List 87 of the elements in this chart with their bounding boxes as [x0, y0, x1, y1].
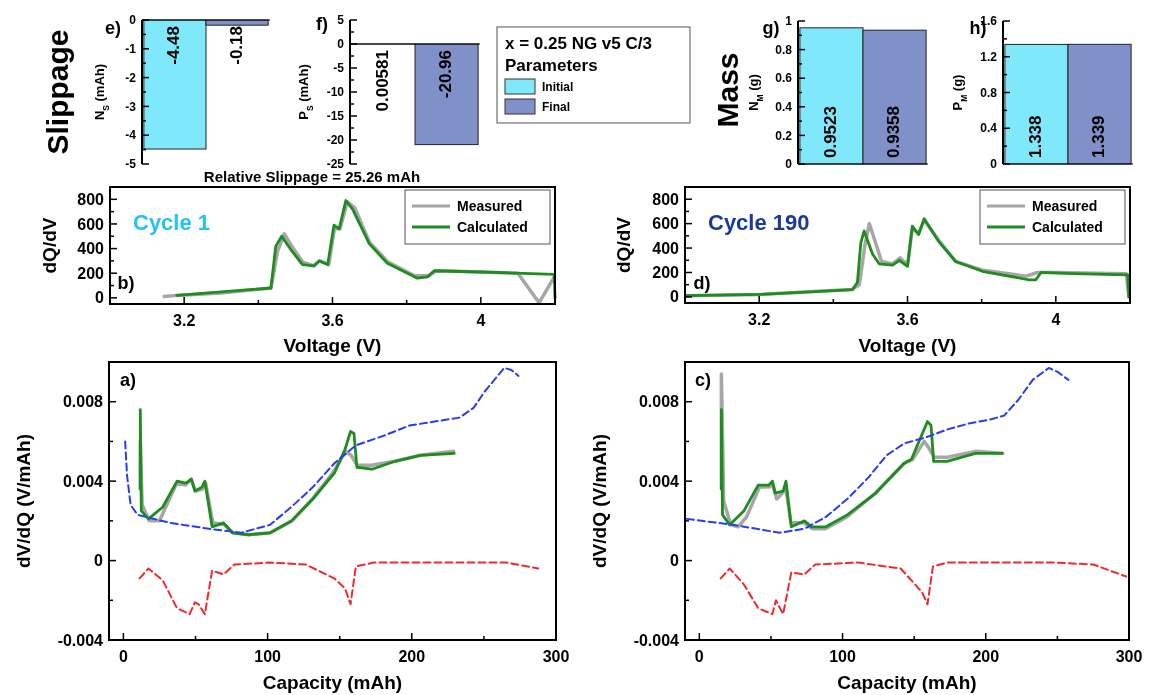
- y-tick-label: -10: [326, 85, 345, 100]
- y-tick-label: 600: [652, 215, 680, 233]
- y-tick-label: 0.8: [980, 85, 998, 100]
- data-label: 0.9523: [820, 106, 840, 158]
- text: Parameters: [505, 56, 598, 75]
- y-tick-label: 0.008: [638, 393, 680, 411]
- x-tick-label: 300: [1115, 648, 1143, 665]
- y-tick-label: 600: [77, 215, 105, 233]
- legend-label: Measured: [457, 197, 523, 214]
- y-axis-title: dQ/dV: [613, 216, 634, 273]
- x-tick-label: 4: [476, 312, 486, 329]
- y-tick-label: 0.4: [980, 121, 998, 136]
- y-tick-label: 800: [652, 190, 680, 208]
- y-tick-label: 0: [95, 289, 105, 307]
- y-tick-label: -1: [125, 42, 137, 56]
- y-tick-label: 0.008: [62, 393, 104, 411]
- x-tick-label: 300: [542, 648, 570, 665]
- y-tick-label: 0.004: [62, 472, 104, 490]
- y-tick-label: 0: [337, 37, 345, 52]
- data-label: 0.9358: [884, 106, 904, 158]
- y-tick-label: 0.004: [638, 472, 680, 490]
- y-tick-label: 1.2: [980, 49, 998, 64]
- x-axis-title: Capacity (mAh): [262, 672, 403, 693]
- y-axis-title: dV/dQ (V/mAh): [13, 433, 34, 569]
- x-tick-label: 100: [254, 648, 282, 665]
- y-tick-label: 400: [77, 240, 105, 258]
- annotation: c): [694, 370, 712, 390]
- y-tick-label: 0.8: [775, 42, 793, 57]
- annotation: Cycle 190: [708, 210, 810, 235]
- y-tick-label: 200: [652, 264, 680, 282]
- y-axis-title: dV/dQ (V/mAh): [589, 433, 610, 569]
- legend-label: Calculated: [1032, 218, 1103, 235]
- y-tick-label: -2: [125, 70, 137, 85]
- annotation: Cycle 1: [133, 210, 211, 235]
- x-tick-label: 3.2: [748, 311, 771, 328]
- x-tick-label: 4: [1051, 311, 1061, 328]
- legend-label: Initial: [542, 80, 574, 95]
- y-tick-label: 0: [129, 13, 137, 28]
- y-tick-label: 400: [652, 239, 680, 257]
- text: Slippage: [40, 29, 74, 155]
- y-axis-title: dQ/dV: [39, 217, 60, 274]
- text: Mass: [710, 52, 744, 128]
- legend-label: Final: [542, 100, 571, 115]
- data-label: -4.48: [164, 26, 184, 65]
- text: f): [316, 14, 328, 34]
- text: g): [762, 18, 780, 38]
- y-tick-label: 0: [670, 288, 680, 306]
- legend-label: Measured: [1032, 197, 1098, 214]
- y-tick-label: 0.4: [775, 100, 793, 114]
- x-tick-label: 200: [398, 648, 426, 665]
- y-tick-label: -20: [326, 133, 345, 148]
- data-label: 1.339: [1089, 115, 1109, 158]
- legend-label: Calculated: [457, 218, 528, 235]
- y-tick-label: 5: [337, 13, 345, 28]
- annotation: a): [119, 370, 137, 390]
- x-axis-title: Voltage (V): [283, 335, 382, 356]
- text: e): [104, 18, 122, 38]
- x-tick-label: 3.2: [173, 312, 196, 329]
- y-tick-label: 800: [77, 190, 105, 208]
- y-tick-label: 200: [77, 264, 105, 282]
- y-tick-label: 0.2: [775, 128, 793, 143]
- y-tick-label: -0.004: [633, 631, 680, 649]
- data-label: -0.18: [226, 26, 246, 65]
- y-tick-label: 0: [670, 552, 680, 570]
- x-axis-title: Voltage (V): [858, 335, 957, 356]
- y-tick-label: 1: [785, 14, 793, 29]
- y-tick-label: -5: [333, 61, 345, 76]
- data-label: 0.00581: [372, 50, 392, 112]
- annotation: b): [117, 273, 135, 293]
- y-tick-label: 0: [94, 552, 104, 570]
- y-tick-label: -4: [125, 128, 137, 143]
- text: x = 0.25 NG v5 C/3: [505, 34, 652, 53]
- data-label: 1.338: [1025, 115, 1045, 158]
- x-tick-label: 3.6: [896, 311, 919, 328]
- y-tick-label: 0: [990, 157, 998, 172]
- y-tick-label: 0.6: [775, 71, 793, 86]
- y-tick-label: -3: [125, 99, 137, 114]
- y-tick-label: 0: [785, 157, 793, 172]
- x-tick-label: 100: [829, 648, 856, 665]
- x-tick-label: 0: [694, 648, 704, 665]
- data-label: -20.96: [436, 50, 456, 99]
- y-tick-label: -0.004: [57, 631, 104, 649]
- y-tick-label: -5: [125, 157, 137, 172]
- x-tick-label: 3.6: [321, 312, 344, 329]
- x-axis-title: Capacity (mAh): [837, 672, 977, 693]
- annotation: d): [693, 273, 711, 293]
- y-tick-label: -15: [326, 109, 345, 124]
